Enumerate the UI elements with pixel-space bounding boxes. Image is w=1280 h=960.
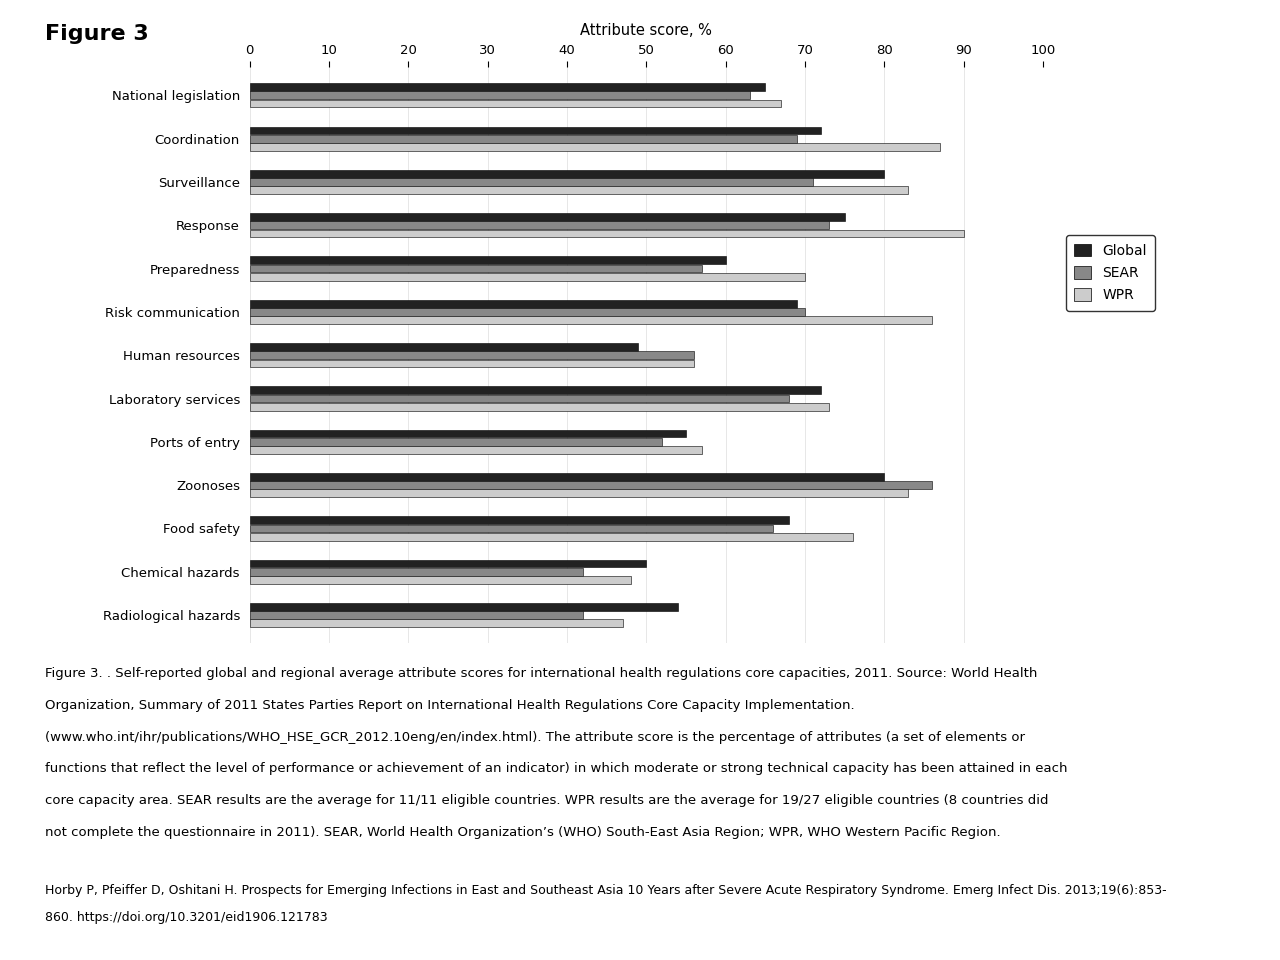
Bar bbox=[250, 178, 813, 186]
Bar bbox=[250, 403, 829, 411]
Bar bbox=[250, 386, 820, 395]
Bar bbox=[250, 516, 790, 524]
Text: core capacity area. SEAR results are the average for 11/11 eligible countries. W: core capacity area. SEAR results are the… bbox=[45, 794, 1048, 807]
Bar bbox=[250, 351, 694, 359]
Bar bbox=[250, 265, 701, 273]
Bar bbox=[250, 568, 582, 576]
Text: not complete the questionnaire in 2011). SEAR, World Health Organization’s (WHO): not complete the questionnaire in 2011).… bbox=[45, 826, 1001, 839]
Text: Organization, Summary of 2011 States Parties Report on International Health Regu: Organization, Summary of 2011 States Par… bbox=[45, 699, 855, 712]
Bar bbox=[250, 473, 884, 481]
Bar bbox=[250, 603, 678, 611]
Bar bbox=[250, 186, 909, 194]
Bar bbox=[250, 446, 701, 454]
Bar bbox=[250, 524, 773, 533]
Bar bbox=[250, 222, 829, 229]
Bar bbox=[250, 308, 805, 316]
Legend: Global, SEAR, WPR: Global, SEAR, WPR bbox=[1066, 235, 1155, 311]
Bar bbox=[250, 170, 884, 178]
Bar bbox=[250, 343, 639, 350]
X-axis label: Attribute score, %: Attribute score, % bbox=[580, 23, 713, 38]
Bar bbox=[250, 143, 940, 151]
Text: 860. https://doi.org/10.3201/eid1906.121783: 860. https://doi.org/10.3201/eid1906.121… bbox=[45, 911, 328, 924]
Text: Figure 3: Figure 3 bbox=[45, 24, 148, 44]
Text: functions that reflect the level of performance or achievement of an indicator) : functions that reflect the level of perf… bbox=[45, 762, 1068, 776]
Bar bbox=[250, 490, 909, 497]
Bar bbox=[250, 395, 790, 402]
Bar bbox=[250, 127, 820, 134]
Text: Horby P, Pfeiffer D, Oshitani H. Prospects for Emerging Infections in East and S: Horby P, Pfeiffer D, Oshitani H. Prospec… bbox=[45, 884, 1166, 898]
Bar bbox=[250, 481, 932, 489]
Bar bbox=[250, 256, 726, 264]
Text: (www.who.int/ihr/publications/WHO_HSE_GCR_2012.10eng/en/index.html). The attribu: (www.who.int/ihr/publications/WHO_HSE_GC… bbox=[45, 731, 1025, 744]
Bar bbox=[250, 134, 797, 142]
Bar bbox=[250, 619, 622, 627]
Bar bbox=[250, 612, 582, 619]
Bar bbox=[250, 229, 964, 237]
Bar bbox=[250, 84, 765, 91]
Text: Figure 3. . Self-reported global and regional average attribute scores for inter: Figure 3. . Self-reported global and reg… bbox=[45, 667, 1037, 681]
Bar bbox=[250, 533, 852, 540]
Bar bbox=[250, 300, 797, 307]
Bar bbox=[250, 576, 631, 584]
Bar bbox=[250, 213, 845, 221]
Bar bbox=[250, 91, 750, 99]
Bar bbox=[250, 560, 646, 567]
Bar bbox=[250, 316, 932, 324]
Bar bbox=[250, 438, 662, 445]
Bar bbox=[250, 100, 781, 108]
Bar bbox=[250, 430, 686, 438]
Bar bbox=[250, 360, 694, 368]
Bar bbox=[250, 273, 805, 280]
